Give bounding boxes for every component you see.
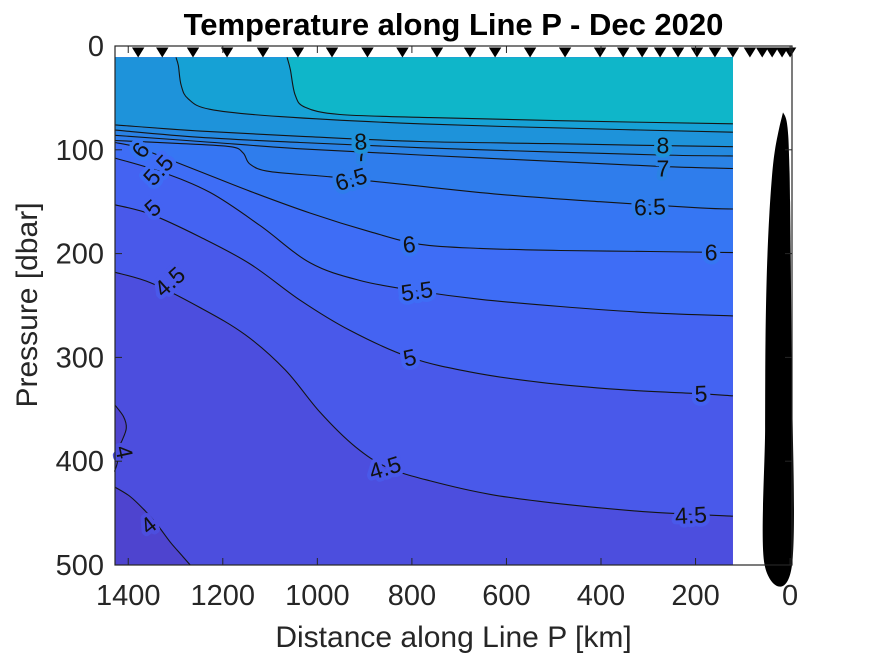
station-marker-icon xyxy=(396,47,409,58)
contour-line-8 xyxy=(114,124,733,148)
station-marker-icon xyxy=(186,47,200,58)
station-marker-icon xyxy=(708,47,722,58)
station-marker-icon xyxy=(593,47,607,58)
y-tick-label: 200 xyxy=(56,239,104,271)
station-marker-icon xyxy=(361,47,374,58)
contour-band-9 xyxy=(115,57,733,124)
contour-label-8: 8 xyxy=(657,133,670,159)
station-marker-icon xyxy=(765,47,779,58)
contour-line-4 xyxy=(113,404,127,472)
x-axis-label: Distance along Line P [km] xyxy=(275,621,632,654)
x-tick-label: 0 xyxy=(782,580,798,612)
chart-title: Temperature along Line P - Dec 2020 xyxy=(183,7,724,42)
y-tick-label: 0 xyxy=(88,31,104,63)
contour-label-6.5: 6.5 xyxy=(633,193,666,220)
station-marker-icon xyxy=(463,47,477,58)
contour-band-4 xyxy=(114,405,127,472)
station-marker-icon xyxy=(325,47,339,58)
contour-line-7 xyxy=(114,134,733,170)
station-marker-icon xyxy=(558,47,572,58)
station-marker-icon xyxy=(653,47,667,58)
x-tick-label: 400 xyxy=(577,580,625,612)
station-marker-icon xyxy=(775,47,789,58)
station-marker-icon xyxy=(220,47,234,58)
contour-label-6: 6 xyxy=(401,231,416,258)
x-tick-label: 1400 xyxy=(96,580,161,612)
station-marker-icon xyxy=(671,47,685,58)
station-marker-icon xyxy=(756,47,769,58)
x-tick-label: 200 xyxy=(671,580,719,612)
station-marker-icon xyxy=(131,47,145,58)
station-marker-icon xyxy=(617,47,630,58)
x-tick-label: 1200 xyxy=(191,580,256,612)
contour-line-4.5 xyxy=(114,271,733,517)
y-tick-label: 400 xyxy=(56,446,104,478)
station-marker-icon xyxy=(726,47,740,58)
contour-line-6 xyxy=(114,141,733,254)
station-marker-icon xyxy=(488,47,502,58)
station-marker-icon xyxy=(635,47,649,58)
contour-label-5: 5 xyxy=(694,380,708,406)
station-marker-icon xyxy=(690,47,704,58)
station-marker-icon xyxy=(256,47,270,58)
contour-label-7: 7 xyxy=(657,156,670,182)
x-tick-label: 800 xyxy=(388,580,436,612)
contour-label-5.5: 5.5 xyxy=(399,276,434,306)
contour-line-4 xyxy=(114,486,191,566)
station-marker-icon xyxy=(291,47,305,58)
station-marker-icon xyxy=(156,47,169,58)
bathymetry-silhouette xyxy=(762,112,794,587)
contour-line-5.5 xyxy=(114,157,733,317)
contour-label-8: 8 xyxy=(353,128,368,155)
y-tick-label: 500 xyxy=(56,550,104,582)
contour-label-4.5: 4.5 xyxy=(674,501,707,529)
contour-line-6.5 xyxy=(114,139,733,210)
plot-border xyxy=(114,45,793,566)
station-marker-icon xyxy=(430,47,444,58)
station-marker-icon xyxy=(523,47,537,58)
station-marker-icon xyxy=(743,47,757,58)
contour-line-5 xyxy=(114,204,733,397)
contour-line-9 xyxy=(286,57,733,125)
x-tick-label: 1000 xyxy=(285,580,350,612)
x-tick-label: 600 xyxy=(482,580,530,612)
contour-label-6: 6 xyxy=(705,240,718,266)
contour-line-8.5 xyxy=(175,57,733,133)
y-tick-label: 300 xyxy=(56,342,104,374)
contour-line-7.5 xyxy=(114,129,733,157)
y-tick-label: 100 xyxy=(56,135,104,167)
y-axis-label: Pressure [dbar] xyxy=(11,202,44,408)
